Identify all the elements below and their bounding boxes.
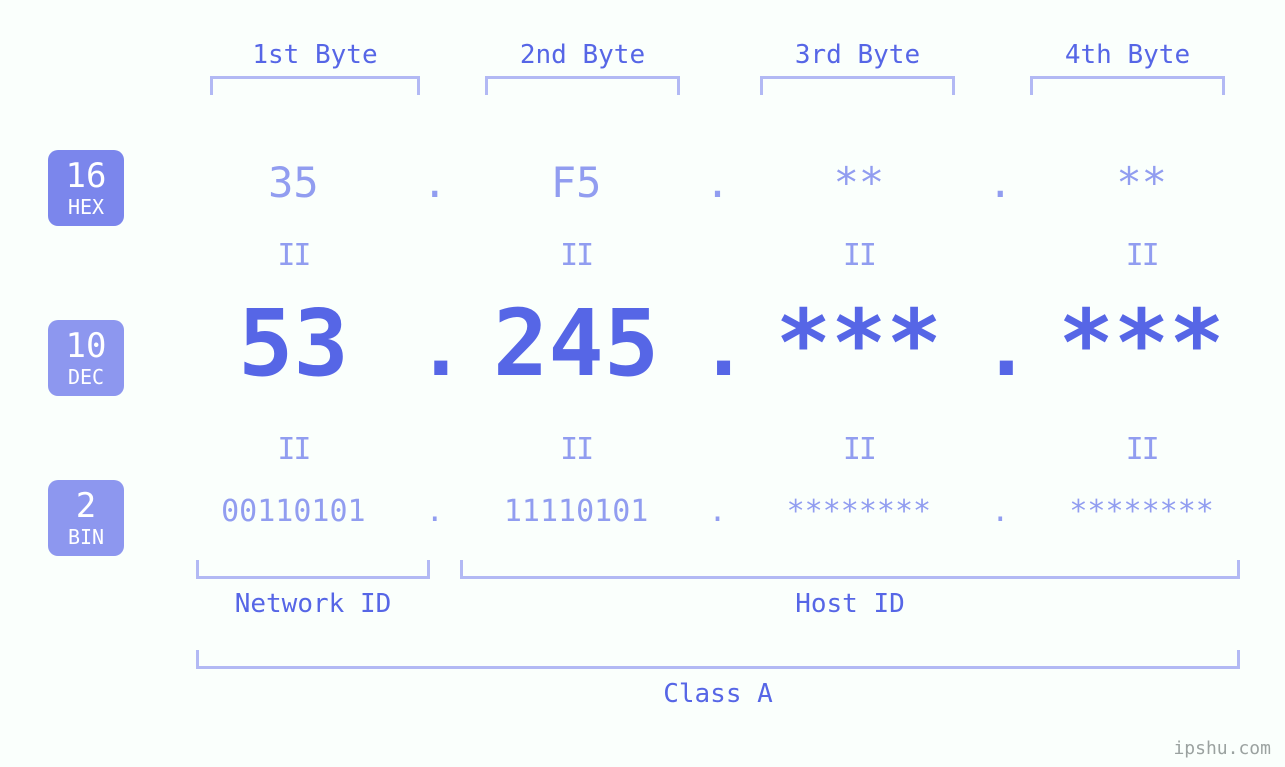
bin-byte-2: 11110101 [453, 494, 700, 529]
host-id-group: Host ID [460, 560, 1240, 619]
bin-byte-1: 00110101 [170, 494, 417, 529]
bracket-top-icon [210, 76, 420, 95]
dot-icon: . [982, 301, 1018, 394]
class-group: Class A [196, 650, 1240, 709]
hex-byte-3: ** [736, 158, 983, 207]
dec-byte-2: 245 [453, 290, 700, 397]
equals-icon: II [1126, 432, 1158, 467]
ip-diagram: 1st Byte 2nd Byte 3rd Byte 4th Byte 16 H… [0, 0, 1285, 767]
bin-byte-3: ******** [736, 494, 983, 529]
bracket-bottom-icon [196, 650, 1240, 669]
network-id-label: Network ID [196, 589, 430, 619]
dot-icon: . [417, 494, 453, 529]
dot-icon: . [700, 158, 736, 207]
badge-bin: 2 BIN [48, 480, 124, 556]
bin-row: 00110101 . 11110101 . ******** . *******… [170, 494, 1265, 529]
hex-byte-4: ** [1018, 158, 1265, 207]
bin-byte-4: ******** [1018, 494, 1265, 529]
hex-byte-1: 35 [170, 158, 417, 207]
dot-icon: . [700, 494, 736, 529]
bracket-top-icon [485, 76, 680, 95]
bracket-top-icon [1030, 76, 1225, 95]
badge-hex: 16 HEX [48, 150, 124, 226]
equals-icon: II [843, 238, 875, 273]
hex-byte-2: F5 [453, 158, 700, 207]
badge-bin-num: 2 [76, 489, 96, 523]
bracket-bottom-icon [460, 560, 1240, 579]
byte-header-4-label: 4th Byte [1030, 40, 1225, 70]
dot-icon: . [982, 158, 1018, 207]
badge-dec-num: 10 [66, 329, 107, 363]
equals-icon: II [1126, 238, 1158, 273]
host-id-label: Host ID [460, 589, 1240, 619]
equals-icon: II [843, 432, 875, 467]
class-label: Class A [196, 679, 1240, 709]
dot-icon: . [700, 301, 736, 394]
equals-icon: II [277, 238, 309, 273]
bracket-top-icon [760, 76, 955, 95]
badge-bin-sub: BIN [68, 527, 104, 547]
equals-icon: II [277, 432, 309, 467]
byte-header-2-label: 2nd Byte [485, 40, 680, 70]
hex-row: 35 . F5 . ** . ** [170, 158, 1265, 207]
dec-byte-3: *** [736, 290, 983, 397]
dot-icon: . [417, 301, 453, 394]
badge-hex-sub: HEX [68, 197, 104, 217]
dot-icon: . [417, 158, 453, 207]
bracket-bottom-icon [196, 560, 430, 579]
equals-icon: II [560, 432, 592, 467]
equals-row-2: II II II II [170, 432, 1265, 467]
byte-header-1-label: 1st Byte [210, 40, 420, 70]
byte-header-3-label: 3rd Byte [760, 40, 955, 70]
equals-row-1: II II II II [170, 238, 1265, 273]
network-id-group: Network ID [196, 560, 430, 619]
dec-byte-4: *** [1018, 290, 1265, 397]
attribution: ipshu.com [1173, 738, 1271, 759]
byte-header-3: 3rd Byte [760, 40, 955, 95]
equals-icon: II [560, 238, 592, 273]
badge-dec-sub: DEC [68, 367, 104, 387]
byte-header-2: 2nd Byte [485, 40, 680, 95]
badge-dec: 10 DEC [48, 320, 124, 396]
byte-header-4: 4th Byte [1030, 40, 1225, 95]
dot-icon: . [982, 494, 1018, 529]
byte-header-1: 1st Byte [210, 40, 420, 95]
badge-hex-num: 16 [66, 159, 107, 193]
dec-byte-1: 53 [170, 290, 417, 397]
dec-row: 53 . 245 . *** . *** [170, 290, 1265, 397]
